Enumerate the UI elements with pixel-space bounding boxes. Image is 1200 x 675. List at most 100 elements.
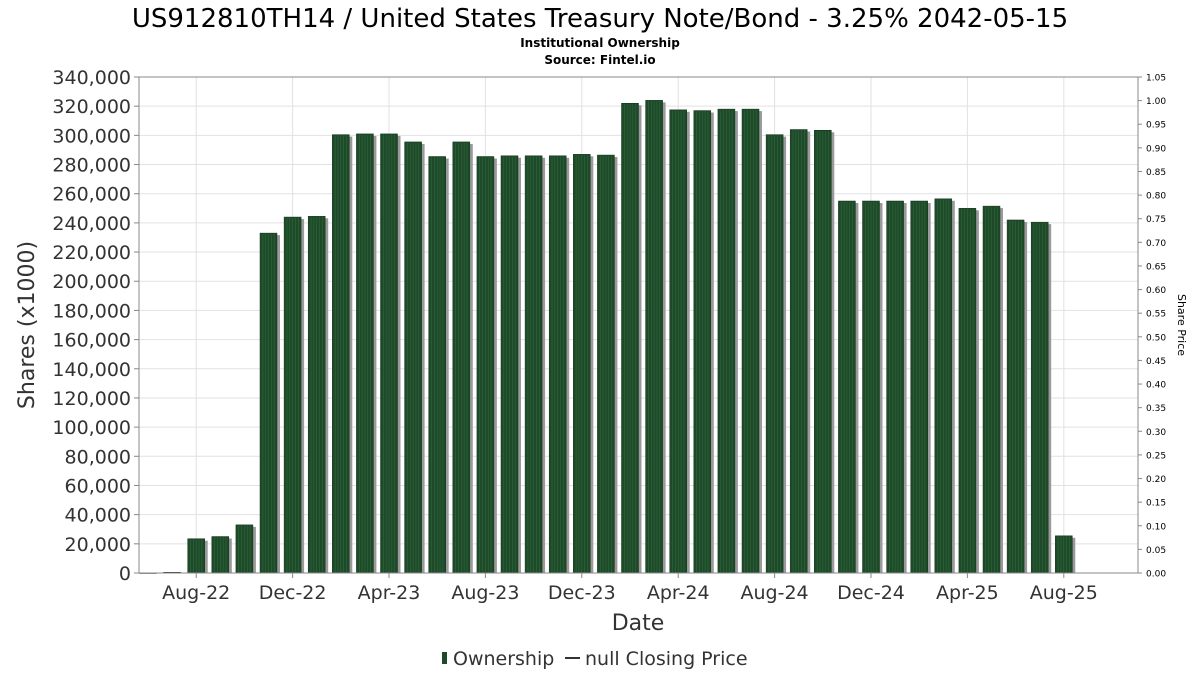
bar (259, 232, 280, 574)
y-tick-label: 220,000 (52, 242, 131, 264)
y2-tick-label: 0.80 (1146, 192, 1166, 202)
bar (211, 536, 232, 574)
bar (1006, 219, 1028, 574)
x-tick-label: Aug-22 (162, 582, 230, 604)
y2-tick-label: 0.20 (1146, 475, 1166, 485)
bar (645, 100, 666, 574)
y-tick-label: 180,000 (52, 300, 131, 322)
x-tick-label: Dec-22 (259, 582, 327, 604)
y2-tick-label: 0.40 (1146, 381, 1166, 391)
y2-tick-label: 0.15 (1146, 499, 1166, 509)
y-tick-label: 280,000 (52, 155, 131, 177)
x-tick-label: Dec-23 (548, 582, 616, 604)
bar (693, 110, 714, 574)
bar (332, 134, 353, 574)
x-tick-label: Aug-23 (451, 582, 519, 604)
bar (886, 200, 907, 574)
y-tick-label: 60,000 (65, 475, 131, 497)
y2-tick-label: 0.70 (1146, 239, 1166, 249)
bar (814, 129, 835, 574)
y2-tick-label: 1.00 (1146, 97, 1166, 107)
bar (717, 108, 738, 574)
bar (500, 155, 521, 574)
bar (283, 216, 305, 574)
y2-tick-label: 0.50 (1146, 333, 1166, 343)
y-tick-label: 140,000 (52, 359, 131, 381)
bar (765, 134, 787, 574)
legend-ownership-swatch (442, 652, 447, 664)
bar (1030, 221, 1052, 574)
y-tick-label: 40,000 (65, 505, 131, 527)
y2-tick-label: 0.90 (1146, 144, 1166, 154)
bar (476, 156, 497, 574)
y-tick-label: 260,000 (52, 184, 131, 206)
y-tick-label: 100,000 (52, 417, 131, 439)
x-tick-label: Apr-24 (647, 582, 710, 604)
y-tick-label: 340,000 (52, 67, 131, 89)
bar (548, 155, 570, 574)
y-tick-label: 20,000 (65, 534, 131, 556)
bar (958, 208, 979, 574)
y2-tick-label: 0.00 (1146, 570, 1166, 580)
bar (404, 141, 425, 574)
bar (307, 216, 329, 574)
y-tick-label: 80,000 (65, 446, 131, 468)
bar (1055, 535, 1076, 574)
bar (621, 103, 642, 574)
legend-ownership-label: Ownership (453, 648, 554, 670)
x-tick-label: Aug-24 (741, 582, 809, 604)
bar (597, 154, 618, 574)
y2-tick-label: 0.45 (1146, 357, 1166, 367)
bar (862, 200, 883, 574)
bar (380, 133, 401, 574)
bar (524, 155, 546, 574)
y-tick-label: 200,000 (52, 271, 131, 293)
y2-tick-label: 1.05 (1146, 74, 1166, 84)
y2-tick-label: 0.25 (1146, 451, 1166, 461)
y-tick-label: 120,000 (52, 388, 131, 410)
y-axis: 0 20,000 40,000 60,000 80,000 100,000 120,000 1… (52, 67, 139, 585)
bar (452, 141, 473, 574)
bar (669, 109, 690, 574)
bar (187, 538, 208, 574)
bar (741, 108, 762, 574)
y2-tick-label: 0.85 (1146, 168, 1166, 178)
bars (139, 100, 1076, 574)
y2-tick-label: 0.35 (1146, 404, 1166, 414)
bar (934, 198, 955, 574)
bar (910, 200, 931, 574)
y-tick-label: 240,000 (52, 213, 131, 235)
y2-tick-label: 0.75 (1146, 215, 1166, 225)
x-axis: Aug-22 Dec-22 Apr-23 Aug-23 Dec-23 Apr-24 Aug-… (162, 573, 1098, 604)
y2-tick-label: 0.60 (1146, 286, 1166, 296)
x-axis-label: Date (612, 611, 665, 636)
bar (838, 200, 859, 574)
bar (789, 129, 811, 574)
y-tick-label: 0 (119, 563, 131, 585)
x-tick-label: Dec-24 (837, 582, 905, 604)
bar (982, 205, 1003, 574)
bar (428, 156, 449, 574)
chart-source: Source: Fintel.io (544, 53, 655, 67)
plot-frame (138, 76, 1139, 574)
y2-tick-label: 0.65 (1146, 262, 1166, 272)
bar (573, 154, 594, 574)
y2-axis: 0.00 0.05 0.10 0.15 0.20 0.25 0.30 0.35 0.40 0.45… (1138, 74, 1166, 580)
legend-closing-price-label: null Closing Price (585, 648, 748, 670)
y2-axis-label: Share Price (1175, 294, 1188, 356)
x-tick-label: Apr-23 (358, 582, 421, 604)
chart-subtitle: Institutional Ownership (520, 36, 680, 50)
legend: Ownership null Closing Price (442, 648, 748, 670)
y-tick-label: 320,000 (52, 96, 131, 118)
y2-tick-label: 0.05 (1146, 546, 1166, 556)
bar (235, 524, 256, 574)
bar (356, 133, 377, 574)
y-tick-label: 160,000 (52, 330, 131, 352)
y2-tick-label: 0.10 (1146, 522, 1166, 532)
x-tick-label: Aug-25 (1030, 582, 1098, 604)
y2-tick-label: 0.55 (1146, 310, 1166, 320)
y2-tick-label: 0.30 (1146, 428, 1166, 438)
x-tick-label: Apr-25 (936, 582, 999, 604)
